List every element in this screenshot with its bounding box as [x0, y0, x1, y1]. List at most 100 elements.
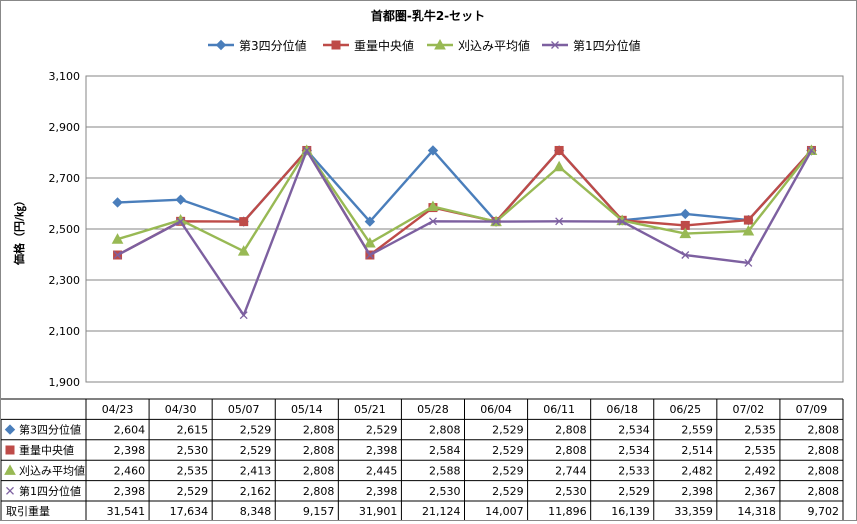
- data-point: [4, 424, 16, 435]
- series-lines: [111, 144, 818, 320]
- data-label: 2,529: [618, 485, 650, 498]
- data-label: 2,559: [681, 424, 713, 437]
- x-tick-label: 05/28: [417, 403, 449, 416]
- data-point: [554, 145, 564, 155]
- table-row-label: 第3四分位値: [19, 423, 81, 437]
- y-tick-label: 2,500: [49, 223, 81, 236]
- data-label: 2,808: [808, 464, 840, 477]
- table-cell: 8,348: [240, 505, 272, 518]
- data-label: 2,808: [555, 424, 587, 437]
- data-label: 2,808: [808, 444, 840, 457]
- table-row-label: 刈込み平均値: [19, 464, 85, 477]
- data-label: 2,535: [744, 424, 776, 437]
- data-label: 2,492: [744, 464, 776, 477]
- x-tick-label: 06/18: [606, 403, 638, 416]
- data-label: 2,588: [429, 464, 461, 477]
- data-point: [365, 251, 374, 259]
- data-point: [680, 208, 691, 220]
- x-tick-label: 05/14: [291, 403, 323, 416]
- y-tick-label: 2,300: [49, 274, 81, 287]
- data-label: 2,529: [492, 464, 524, 477]
- data-label: 2,445: [366, 464, 398, 477]
- data-point: [237, 245, 250, 256]
- series-triangle: [111, 144, 818, 256]
- x-tick-label: 07/02: [733, 403, 765, 416]
- table-cell: 17,634: [170, 505, 209, 518]
- data-label: 2,530: [429, 485, 461, 498]
- data-point: [215, 39, 227, 51]
- table-cell: 14,007: [485, 505, 524, 518]
- data-label: 2,535: [744, 444, 776, 457]
- table-cell: 14,318: [737, 505, 776, 518]
- data-point: [113, 251, 122, 259]
- legend: 第3四分位値 重量中央値 刈込み平均値 第1四分位値: [208, 38, 641, 53]
- y-tick-label: 3,100: [49, 70, 81, 83]
- data-label: 2,398: [681, 485, 713, 498]
- data-point: [4, 464, 16, 475]
- chart-title: 首都圏-乳牛2-セット: [371, 8, 485, 23]
- data-label: 2,529: [492, 444, 524, 457]
- data-point: [742, 225, 755, 236]
- data-point: [6, 486, 14, 495]
- data-label: 2,482: [681, 464, 713, 477]
- data-point: [302, 146, 311, 155]
- data-point: [551, 41, 559, 49]
- data-label: 2,744: [555, 464, 587, 477]
- table-cell: 9,157: [303, 505, 335, 518]
- data-label: 2,534: [618, 444, 650, 457]
- series-square: [113, 145, 816, 260]
- table-cell: 31,901: [359, 505, 398, 518]
- data-point: [239, 217, 249, 227]
- table-cell: 21,124: [422, 505, 461, 518]
- data-label: 2,534: [618, 424, 650, 437]
- data-point: [239, 311, 248, 320]
- data-point: [112, 197, 123, 208]
- data-label: 2,808: [808, 485, 840, 498]
- data-label: 2,530: [555, 485, 587, 498]
- data-table: 04/23 04/30 05/07 05/14 05/21 05/28 06/04 06/11…: [0, 398, 844, 522]
- data-label: 2,367: [744, 485, 776, 498]
- y-axis-tick-labels: 1,900 2,100 2,300 2,500 2,700 2,900 3,100: [49, 70, 81, 389]
- data-label: 2,808: [303, 464, 335, 477]
- data-point: [492, 217, 501, 226]
- table-cell: 16,139: [611, 505, 650, 518]
- table-cell: 11,896: [548, 505, 587, 518]
- table-cell: 9,702: [808, 505, 840, 518]
- data-point: [364, 236, 376, 248]
- data-label: 2,808: [808, 424, 840, 437]
- data-point: [428, 217, 437, 226]
- data-label: 2,529: [240, 444, 272, 457]
- data-point: [553, 160, 565, 172]
- data-point: [555, 217, 564, 226]
- x-tick-label: 05/21: [354, 403, 386, 416]
- legend-label: 第3四分位値: [239, 38, 307, 53]
- data-point: [681, 251, 690, 259]
- y-tick-label: 2,100: [49, 325, 81, 338]
- data-label: 2,808: [429, 424, 461, 437]
- y-tick-label: 1,900: [49, 376, 81, 389]
- y-tick-label: 2,900: [49, 121, 81, 134]
- data-point: [175, 194, 186, 205]
- data-label: 2,529: [177, 485, 209, 498]
- data-label: 2,529: [492, 424, 524, 437]
- data-point: [331, 40, 341, 50]
- x-tick-label: 04/23: [102, 403, 134, 416]
- x-tick-label: 06/11: [543, 403, 575, 416]
- data-label: 2,808: [303, 444, 335, 457]
- table-cell: 31,541: [107, 505, 146, 518]
- data-point: [618, 217, 627, 226]
- data-label: 2,604: [114, 424, 146, 437]
- data-label: 2,398: [114, 444, 146, 457]
- gridlines: [85, 75, 844, 383]
- data-label: 2,529: [366, 424, 398, 437]
- data-label: 2,530: [177, 444, 209, 457]
- data-point: [176, 217, 185, 226]
- legend-label: 第1四分位値: [573, 38, 641, 53]
- data-point: [5, 445, 15, 455]
- table-row-label: 取引重量: [6, 504, 50, 518]
- data-label: 2,398: [114, 485, 146, 498]
- data-point: [364, 216, 376, 227]
- data-label: 2,398: [366, 485, 398, 498]
